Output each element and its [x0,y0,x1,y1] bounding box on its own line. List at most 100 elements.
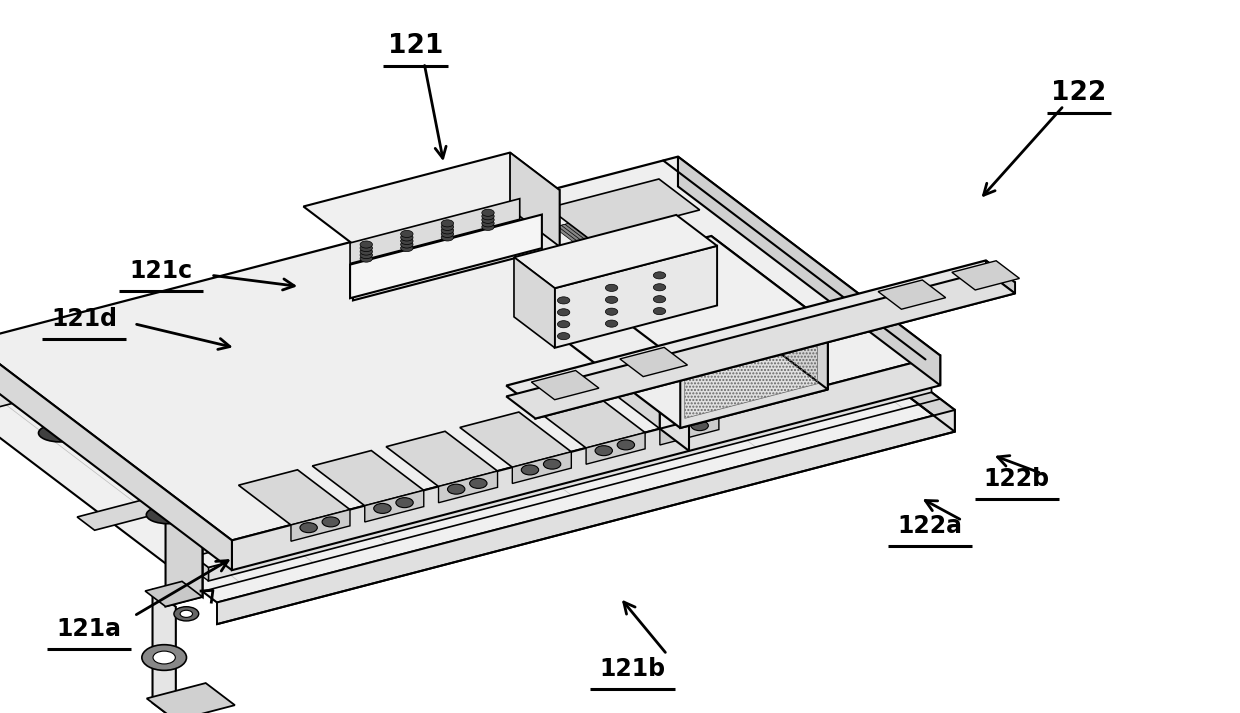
Polygon shape [177,448,280,490]
Polygon shape [217,410,955,624]
Circle shape [401,237,413,245]
Polygon shape [554,225,582,242]
Polygon shape [153,589,176,713]
Circle shape [482,223,495,230]
Polygon shape [353,190,559,300]
Polygon shape [0,208,707,411]
Polygon shape [370,405,398,440]
Polygon shape [952,261,1019,290]
Circle shape [360,245,372,252]
Polygon shape [429,366,481,391]
Circle shape [407,428,422,436]
Circle shape [396,498,413,508]
Circle shape [605,308,618,315]
Circle shape [477,432,490,439]
Circle shape [653,284,666,291]
Circle shape [441,223,454,230]
Circle shape [558,309,570,316]
Ellipse shape [146,506,190,523]
Circle shape [401,234,413,241]
Circle shape [401,230,413,237]
Polygon shape [165,494,202,607]
Polygon shape [470,361,558,446]
Polygon shape [208,379,931,581]
Polygon shape [64,430,73,442]
Text: 121c: 121c [130,259,192,283]
Polygon shape [370,361,393,406]
Text: 122: 122 [1052,80,1106,106]
Polygon shape [620,347,687,376]
Polygon shape [410,427,558,485]
Circle shape [371,419,396,434]
Polygon shape [712,236,828,389]
Text: 122b: 122b [983,467,1050,491]
Circle shape [180,610,192,617]
Circle shape [412,449,424,456]
Polygon shape [580,218,608,236]
Polygon shape [663,189,955,431]
Polygon shape [587,433,645,464]
Polygon shape [568,347,671,388]
Circle shape [521,465,538,475]
Circle shape [405,446,430,460]
Polygon shape [12,391,21,402]
Polygon shape [564,236,828,363]
Polygon shape [181,518,190,530]
Circle shape [141,645,186,670]
Polygon shape [554,246,717,348]
Polygon shape [304,153,559,244]
Polygon shape [6,209,698,392]
Polygon shape [350,199,520,264]
Polygon shape [219,370,911,553]
Polygon shape [33,240,750,453]
Polygon shape [548,179,699,239]
Circle shape [470,478,487,488]
Circle shape [653,307,666,314]
Circle shape [252,468,267,476]
Text: 121a: 121a [57,617,122,641]
Polygon shape [125,302,823,491]
Polygon shape [146,683,234,713]
Circle shape [558,332,570,339]
Polygon shape [439,471,497,503]
Polygon shape [536,282,1016,419]
Polygon shape [365,491,424,522]
Polygon shape [565,222,593,240]
Polygon shape [681,324,828,428]
Polygon shape [322,380,558,485]
Polygon shape [0,193,707,397]
Polygon shape [568,353,598,388]
Circle shape [482,220,495,227]
Circle shape [444,418,459,426]
Circle shape [360,252,372,259]
Polygon shape [562,223,589,241]
Circle shape [436,402,461,416]
Polygon shape [181,339,875,525]
Circle shape [471,429,496,443]
Circle shape [543,459,560,469]
Circle shape [668,426,686,436]
Circle shape [441,227,454,234]
Polygon shape [370,399,472,440]
Polygon shape [0,157,940,540]
Polygon shape [64,251,759,437]
Polygon shape [145,581,202,607]
Ellipse shape [688,255,732,272]
Polygon shape [12,211,707,397]
Polygon shape [193,556,208,581]
Circle shape [558,297,570,304]
Circle shape [401,241,413,248]
Polygon shape [472,371,575,413]
Polygon shape [460,412,572,467]
Polygon shape [564,301,828,428]
Circle shape [216,478,231,486]
Polygon shape [986,260,1016,294]
Text: 121d: 121d [51,307,118,332]
Polygon shape [608,374,719,429]
Circle shape [360,241,372,248]
Polygon shape [660,364,689,451]
Circle shape [441,234,454,241]
Circle shape [595,446,613,456]
Circle shape [482,212,495,220]
Polygon shape [182,478,202,597]
